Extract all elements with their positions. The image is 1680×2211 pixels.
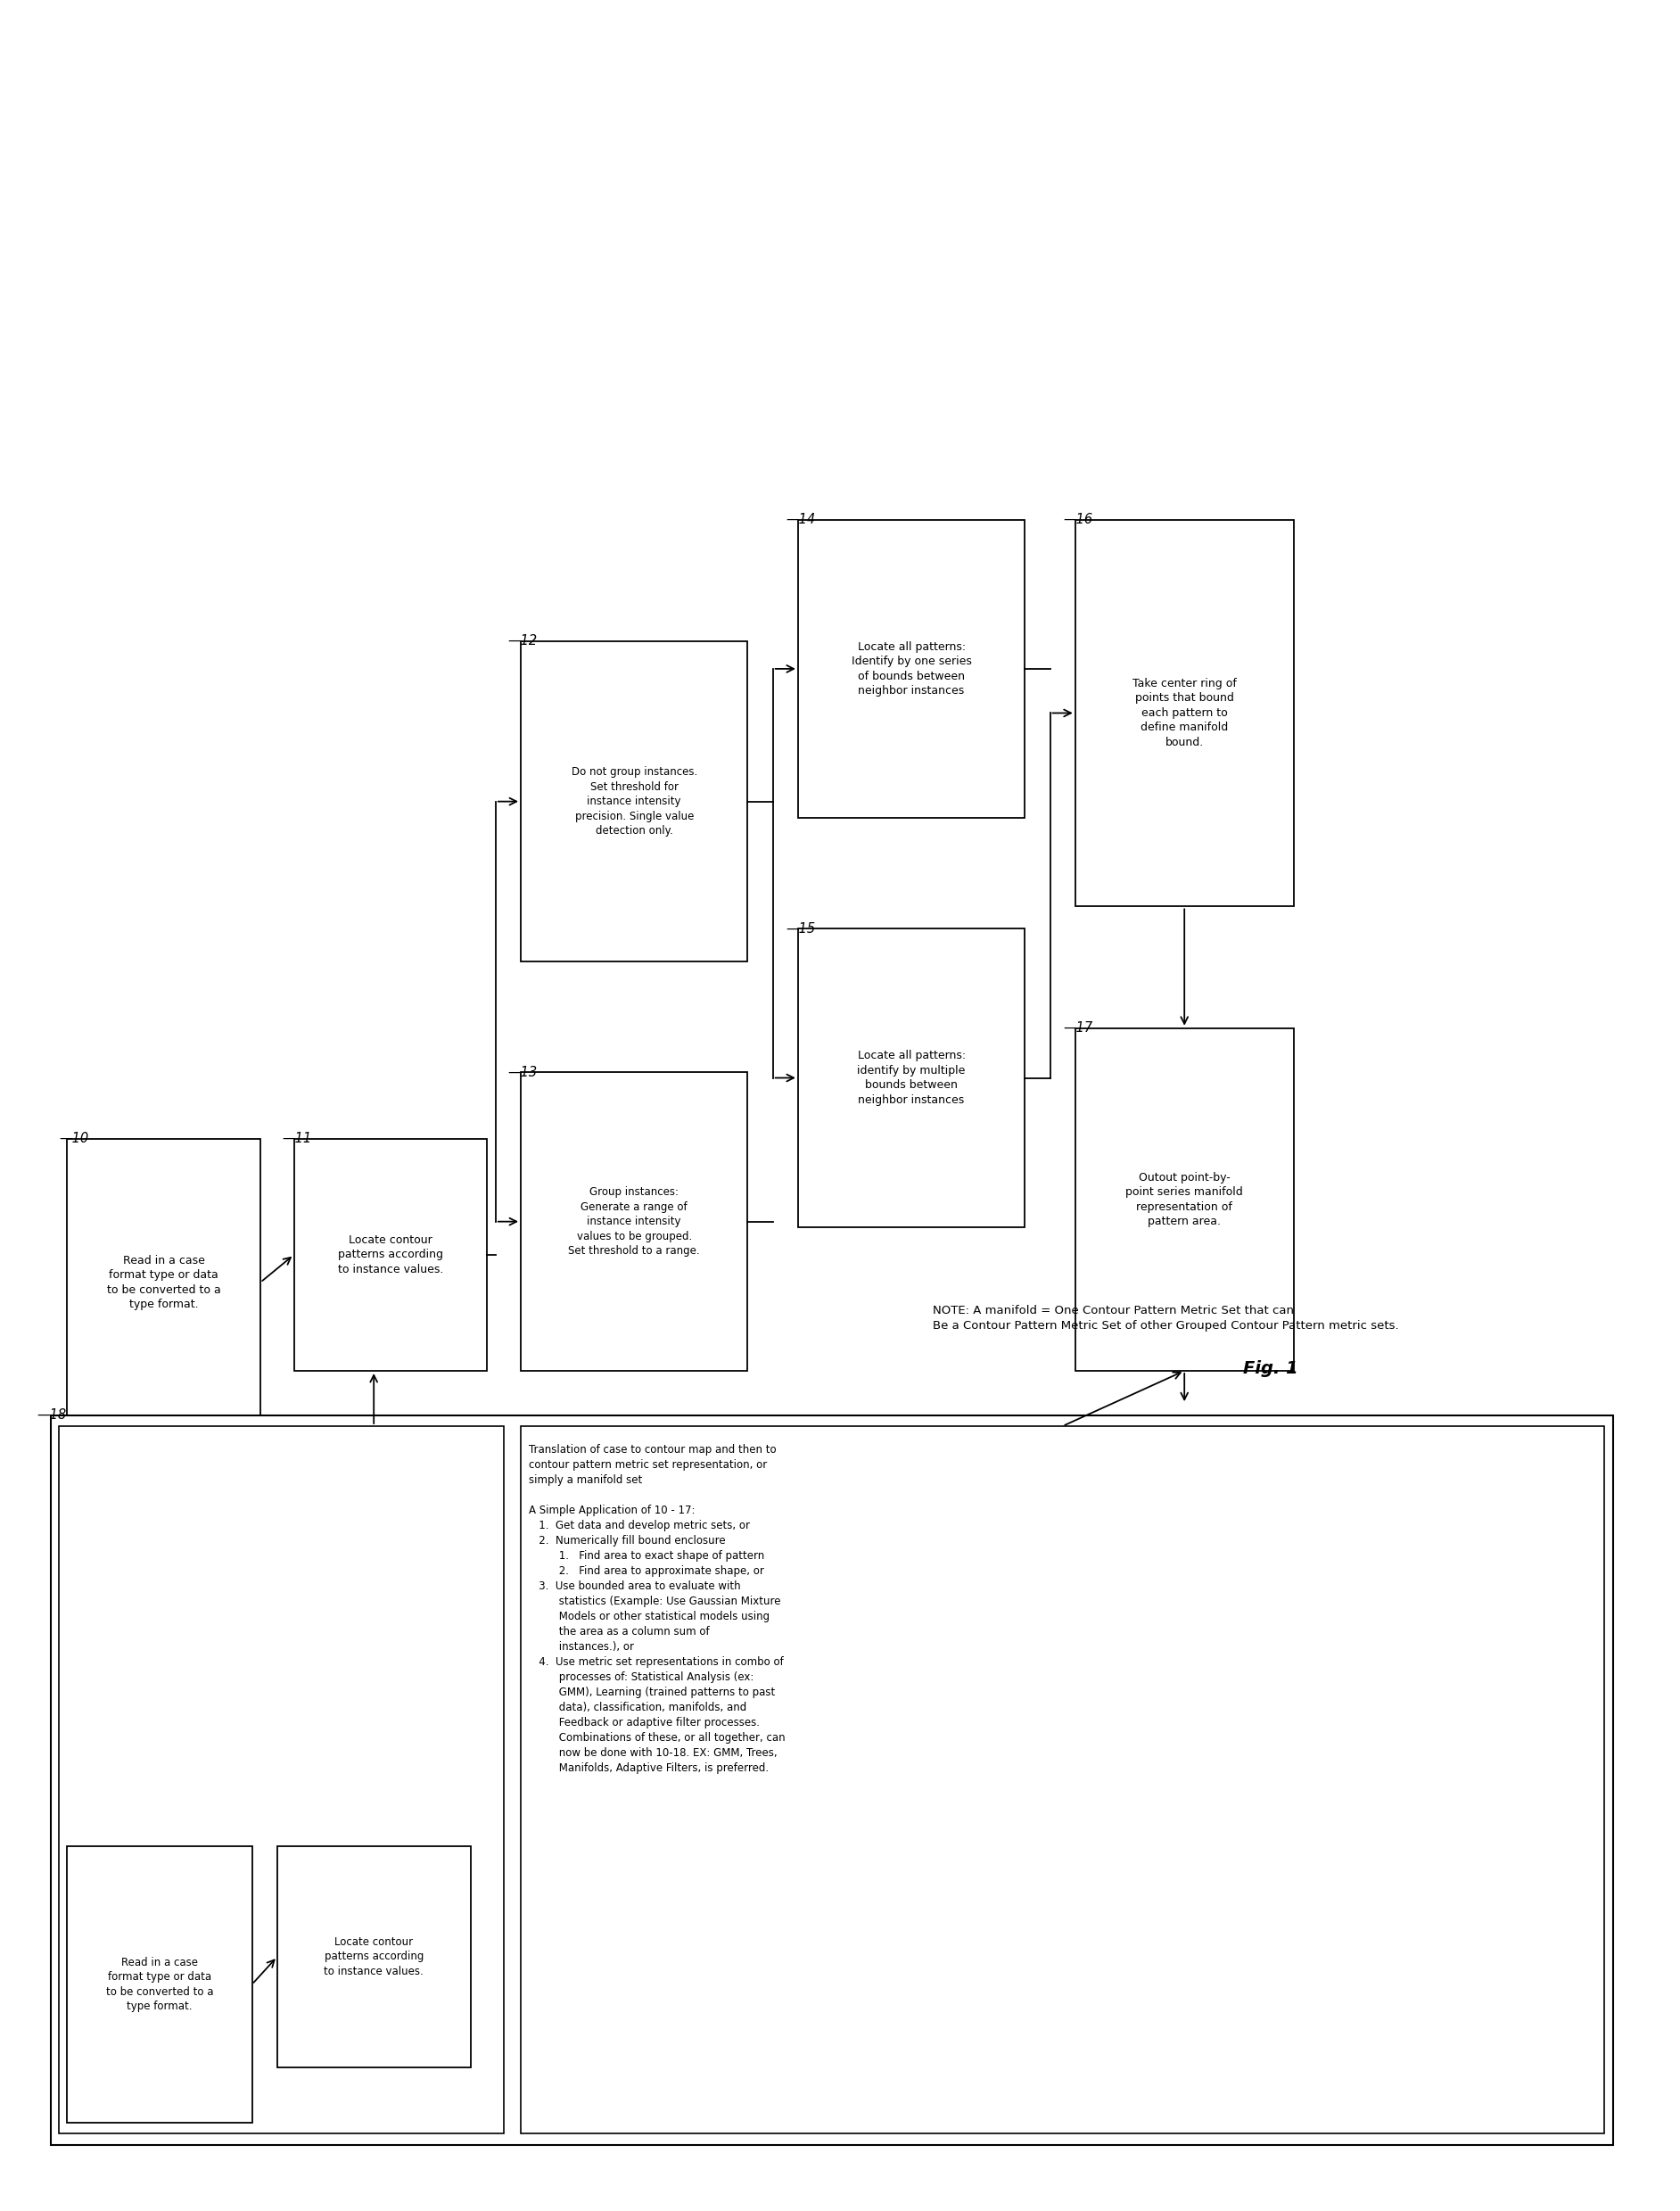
Text: Fig. 1: Fig. 1 — [1243, 1360, 1299, 1377]
Text: Take center ring of
points that bound
each pattern to
define manifold
bound.: Take center ring of points that bound ea… — [1132, 679, 1236, 747]
Text: Read in a case
format type or data
to be converted to a
type format.: Read in a case format type or data to be… — [108, 1254, 220, 1311]
Text: —16: —16 — [1063, 513, 1094, 526]
Bar — [1075, 520, 1294, 907]
Text: —18: —18 — [37, 1408, 67, 1422]
Text: —10: —10 — [59, 1132, 89, 1145]
Text: —12: —12 — [507, 635, 538, 648]
Bar — [67, 1846, 252, 2123]
Text: Group instances:
Generate a range of
instance intensity
values to be grouped.
Se: Group instances: Generate a range of ins… — [568, 1187, 701, 1256]
Bar — [59, 1426, 504, 2134]
Text: —13: —13 — [507, 1066, 538, 1079]
Text: —11: —11 — [282, 1132, 312, 1145]
Bar — [277, 1846, 470, 2067]
Text: —15: —15 — [786, 922, 816, 935]
Text: Locate all patterns:
identify by multiple
bounds between
neighbor instances: Locate all patterns: identify by multipl… — [857, 1050, 966, 1106]
Bar — [798, 929, 1025, 1227]
Bar — [521, 1072, 748, 1371]
Text: —14: —14 — [786, 513, 816, 526]
Text: Outout point-by-
point series manifold
representation of
pattern area.: Outout point-by- point series manifold r… — [1126, 1172, 1243, 1227]
Bar — [50, 1415, 1613, 2145]
Text: Locate contour
patterns according
to instance values.: Locate contour patterns according to ins… — [324, 1937, 423, 1977]
Bar — [798, 520, 1025, 818]
Text: Locate contour
patterns according
to instance values.: Locate contour patterns according to ins… — [338, 1234, 444, 1276]
Bar — [67, 1139, 260, 1426]
Bar — [294, 1139, 487, 1371]
Bar — [1075, 1028, 1294, 1371]
Bar — [521, 641, 748, 962]
Text: Read in a case
format type or data
to be converted to a
type format.: Read in a case format type or data to be… — [106, 1957, 213, 2012]
Text: —17: —17 — [1063, 1021, 1094, 1035]
Text: Translation of case to contour map and then to
contour pattern metric set repres: Translation of case to contour map and t… — [529, 1444, 786, 1773]
Bar — [521, 1426, 1604, 2134]
Text: Locate all patterns:
Identify by one series
of bounds between
neighbor instances: Locate all patterns: Identify by one ser… — [852, 641, 971, 696]
Text: NOTE: A manifold = One Contour Pattern Metric Set that can
Be a Contour Pattern : NOTE: A manifold = One Contour Pattern M… — [932, 1304, 1398, 1331]
Text: Do not group instances.
Set threshold for
instance intensity
precision. Single v: Do not group instances. Set threshold fo… — [571, 767, 697, 836]
